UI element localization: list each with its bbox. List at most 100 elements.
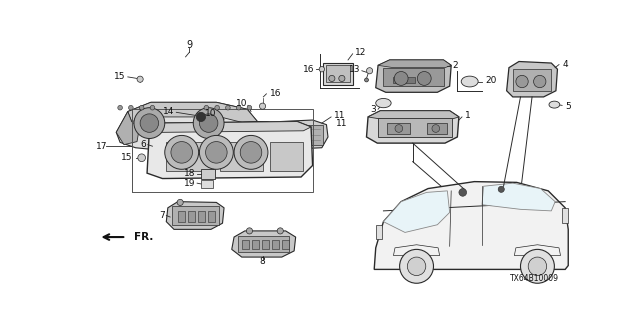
- Circle shape: [150, 105, 155, 110]
- Bar: [272, 240, 279, 249]
- Bar: [376, 225, 382, 239]
- Bar: [208, 211, 215, 222]
- Bar: [166, 141, 212, 171]
- Text: 10: 10: [236, 99, 247, 108]
- Polygon shape: [166, 202, 224, 229]
- Bar: [427, 123, 447, 134]
- Polygon shape: [278, 120, 328, 149]
- Circle shape: [432, 124, 440, 132]
- Circle shape: [407, 257, 426, 276]
- Text: 10: 10: [205, 109, 216, 118]
- Circle shape: [459, 188, 467, 196]
- Circle shape: [193, 108, 224, 139]
- Bar: [562, 208, 568, 223]
- Bar: [220, 141, 262, 171]
- Circle shape: [200, 114, 218, 132]
- Text: 13: 13: [349, 65, 360, 74]
- Text: 15: 15: [121, 153, 132, 162]
- Polygon shape: [212, 122, 288, 152]
- Circle shape: [520, 249, 554, 283]
- Text: 16: 16: [269, 89, 281, 98]
- Bar: [220, 128, 280, 146]
- Text: 7: 7: [159, 211, 164, 220]
- Circle shape: [140, 105, 144, 110]
- Circle shape: [246, 228, 253, 234]
- Polygon shape: [232, 231, 296, 257]
- Bar: [323, 63, 353, 84]
- Circle shape: [247, 105, 252, 110]
- Polygon shape: [383, 191, 450, 232]
- Text: 4: 4: [562, 60, 568, 69]
- Text: 15: 15: [114, 72, 125, 81]
- Polygon shape: [515, 245, 561, 256]
- Text: 8: 8: [260, 257, 266, 266]
- Text: 2: 2: [452, 61, 458, 70]
- Circle shape: [417, 71, 431, 85]
- Text: 6: 6: [141, 140, 147, 149]
- Bar: [238, 236, 289, 252]
- Polygon shape: [367, 111, 459, 143]
- Ellipse shape: [461, 76, 478, 87]
- Text: 9: 9: [186, 40, 193, 50]
- Polygon shape: [128, 102, 259, 124]
- Bar: [188, 211, 195, 222]
- Bar: [198, 211, 205, 222]
- Text: 12: 12: [355, 48, 366, 57]
- Polygon shape: [368, 111, 459, 119]
- Text: 14: 14: [163, 107, 174, 116]
- Circle shape: [399, 249, 433, 283]
- Bar: [387, 123, 410, 134]
- Circle shape: [534, 75, 546, 88]
- Circle shape: [329, 75, 335, 82]
- Bar: [178, 211, 185, 222]
- Circle shape: [516, 75, 528, 88]
- Circle shape: [234, 135, 268, 169]
- Text: 11: 11: [334, 111, 346, 120]
- Circle shape: [204, 105, 209, 110]
- Text: 3: 3: [370, 105, 376, 114]
- Circle shape: [205, 141, 227, 163]
- Text: 18: 18: [184, 169, 196, 179]
- Polygon shape: [149, 122, 311, 132]
- Circle shape: [200, 135, 234, 169]
- Polygon shape: [394, 245, 440, 256]
- Text: 11: 11: [336, 119, 347, 128]
- Text: 19: 19: [184, 179, 196, 188]
- Text: 17: 17: [95, 142, 107, 151]
- Polygon shape: [216, 122, 285, 129]
- Text: TX64B10009: TX64B10009: [510, 274, 559, 283]
- Bar: [326, 65, 350, 82]
- Bar: [394, 77, 415, 83]
- Circle shape: [236, 105, 241, 110]
- Circle shape: [164, 135, 198, 169]
- Bar: [383, 68, 444, 86]
- Polygon shape: [482, 183, 555, 211]
- Ellipse shape: [376, 99, 391, 108]
- Bar: [132, 109, 312, 192]
- Circle shape: [225, 105, 230, 110]
- Bar: [513, 69, 551, 91]
- Text: 5: 5: [565, 102, 571, 111]
- Polygon shape: [147, 122, 312, 179]
- Circle shape: [196, 112, 205, 122]
- Text: FR.: FR.: [134, 232, 154, 242]
- Circle shape: [118, 105, 122, 110]
- Text: 1: 1: [465, 111, 471, 120]
- Circle shape: [177, 199, 183, 205]
- Circle shape: [498, 186, 504, 192]
- Circle shape: [365, 78, 369, 82]
- Bar: [262, 240, 269, 249]
- Circle shape: [215, 105, 220, 110]
- Circle shape: [394, 71, 408, 85]
- Circle shape: [339, 75, 345, 82]
- Bar: [201, 169, 215, 179]
- Bar: [172, 206, 219, 225]
- Polygon shape: [374, 182, 568, 269]
- Circle shape: [395, 124, 403, 132]
- Polygon shape: [116, 102, 259, 152]
- Text: 20: 20: [485, 76, 497, 85]
- Bar: [378, 118, 452, 137]
- Circle shape: [367, 68, 372, 74]
- Circle shape: [528, 257, 547, 276]
- Polygon shape: [376, 60, 451, 92]
